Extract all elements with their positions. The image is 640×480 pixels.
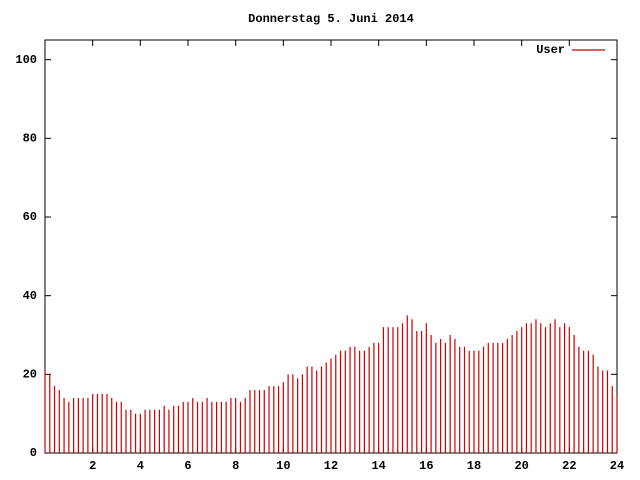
x-tick-label: 22 xyxy=(562,459,576,473)
x-tick-label: 10 xyxy=(276,459,290,473)
x-tick-label: 24 xyxy=(610,459,624,473)
x-tick-label: 6 xyxy=(184,459,191,473)
x-tick-label: 16 xyxy=(419,459,433,473)
chart-title: Donnerstag 5. Juni 2014 xyxy=(248,12,414,26)
x-tick-label: 12 xyxy=(324,459,338,473)
legend-label: User xyxy=(536,43,565,57)
y-tick-label: 20 xyxy=(23,368,37,382)
x-tick-label: 4 xyxy=(137,459,144,473)
x-tick-label: 14 xyxy=(371,459,385,473)
y-tick-label: 0 xyxy=(30,446,37,460)
x-tick-label: 18 xyxy=(467,459,481,473)
x-tick-label: 8 xyxy=(232,459,239,473)
y-tick-label: 100 xyxy=(15,53,37,67)
y-tick-label: 80 xyxy=(23,132,37,146)
x-tick-label: 20 xyxy=(514,459,528,473)
y-tick-label: 60 xyxy=(23,210,37,224)
y-tick-label: 40 xyxy=(23,289,37,303)
x-tick-label: 2 xyxy=(89,459,96,473)
